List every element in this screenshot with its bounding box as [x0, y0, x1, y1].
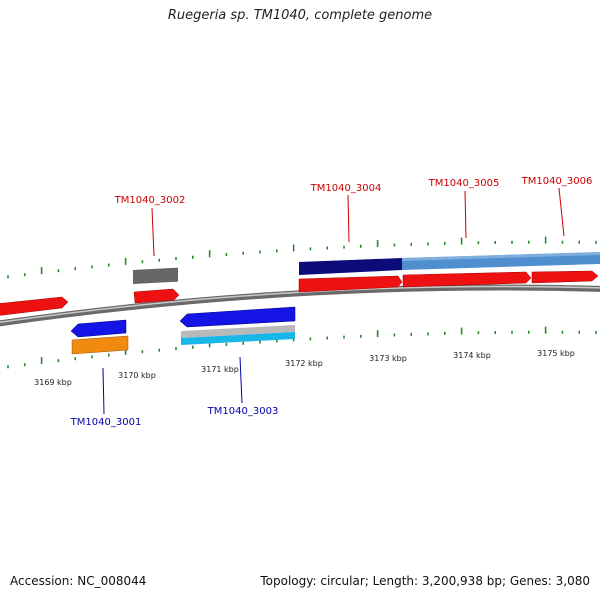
kbp-label-3171: 3171 kbp	[201, 365, 239, 374]
kbp-label-3174: 3174 kbp	[453, 351, 491, 360]
kbp-labels: 3169 kbp 3170 kbp 3171 kbp 3172 kbp 3173…	[34, 349, 575, 387]
kbp-label-3173: 3173 kbp	[369, 354, 407, 363]
gene-label-tm1040-3006[interactable]: TM1040_3006	[521, 176, 593, 187]
gene-label-tm1040-3002[interactable]: TM1040_3002	[114, 195, 186, 206]
gene-label-tm1040-3001[interactable]: TM1040_3001	[70, 417, 142, 428]
upper-tick-marks	[7, 236, 597, 279]
kbp-label-3175: 3175 kbp	[537, 349, 575, 358]
kbp-label-3170: 3170 kbp	[118, 371, 156, 380]
gene-block-gray[interactable]	[133, 267, 178, 285]
forward-strand-genes	[0, 252, 600, 316]
gene-arrow-tm1040-3004[interactable]	[298, 275, 403, 293]
accession-text: Accession: NC_008044	[10, 574, 147, 588]
gene-label-tm1040-3003[interactable]: TM1040_3003	[207, 406, 279, 417]
gene-label-tm1040-3005[interactable]: TM1040_3005	[428, 178, 500, 189]
gene-arrow-tm1040-3002[interactable]	[133, 288, 180, 304]
kbp-label-3169: 3169 kbp	[34, 378, 72, 387]
gene-arrow-tm1040-3005[interactable]	[402, 271, 532, 288]
gene-block-tm1040-3001-orange[interactable]	[71, 335, 129, 355]
reverse-strand-genes	[70, 306, 296, 355]
label-leaders	[102, 187, 565, 415]
gene-arrow-tm1040-3003-blue[interactable]	[179, 306, 296, 328]
gene-block-tm1040-3003-gray[interactable]	[181, 325, 295, 338]
gene-label-tm1040-3004[interactable]: TM1040_3004	[310, 183, 382, 194]
gene-block-tm1040-3003-cyan[interactable]	[181, 332, 295, 345]
gene-labels: TM1040_3002 TM1040_3004 TM1040_3005 TM10…	[70, 176, 593, 428]
kbp-label-3172: 3172 kbp	[285, 359, 323, 368]
genome-backbone-highlight	[0, 285, 600, 324]
gene-arrow-forward[interactable]	[0, 296, 69, 316]
gene-arrow-tm1040-3001-blue[interactable]	[70, 319, 127, 338]
gene-block-highlight	[402, 252, 600, 261]
genome-backbone	[0, 284, 600, 327]
lower-tick-marks	[7, 326, 597, 369]
genome-summary-text: Topology: circular; Length: 3,200,938 bp…	[260, 574, 590, 588]
map-title: Ruegeria sp. TM1040, complete genome	[167, 8, 433, 23]
gene-block-navy[interactable]	[299, 258, 402, 275]
gene-arrow-tm1040-3006[interactable]	[531, 270, 599, 284]
